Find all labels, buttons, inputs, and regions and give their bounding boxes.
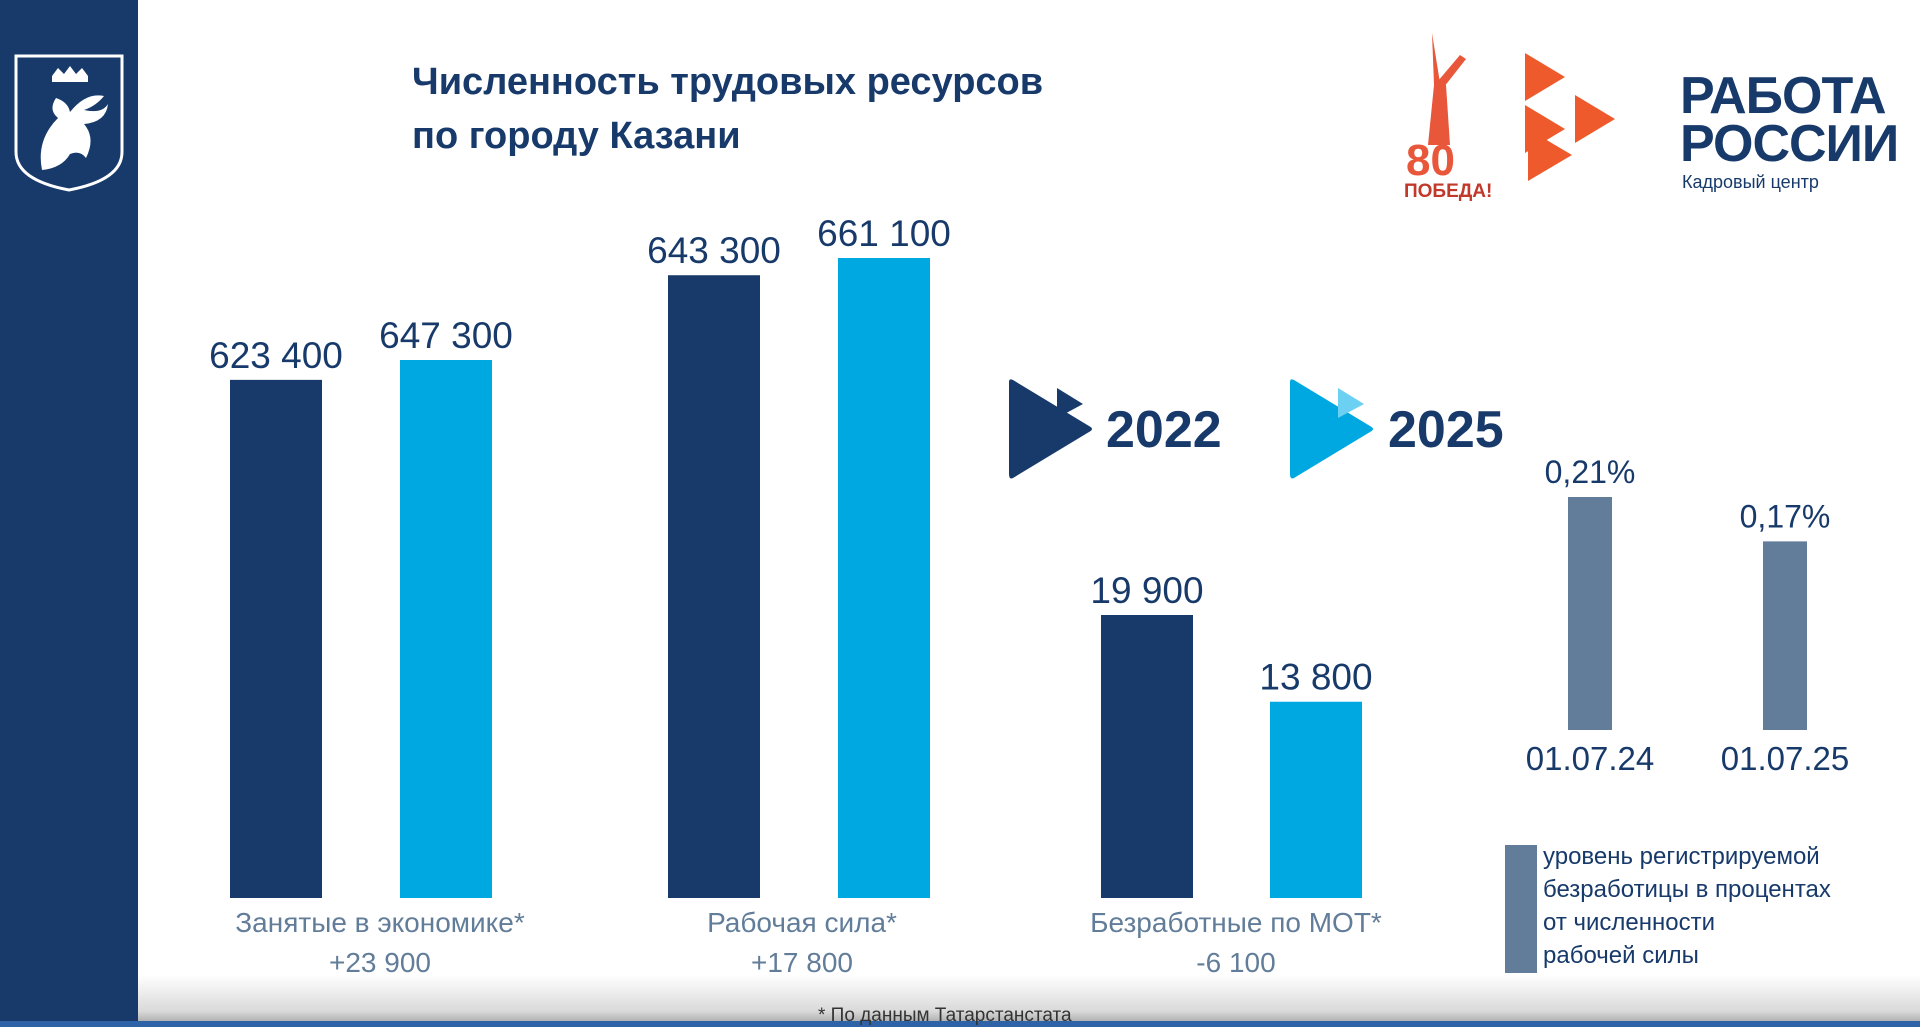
group-change-label: +23 900 [329, 947, 431, 978]
group-label: Безработные по МОТ* [1090, 907, 1382, 938]
legend-2022-icon [1009, 379, 1092, 479]
bar-value-label: 661 100 [817, 213, 951, 254]
title-line-2: по городу Казани [412, 115, 741, 157]
footer-strip [138, 975, 1920, 1027]
brand-name: РАБОТА РОССИИ [1680, 67, 1899, 173]
bar-value-label: 623 400 [209, 335, 343, 376]
bar-value-label: 647 300 [379, 315, 513, 356]
bar-value-label: 13 800 [1259, 657, 1372, 698]
title-line-1: Численность трудовых ресурсов [412, 61, 1044, 103]
group-label: Занятые в экономике* [235, 907, 525, 938]
bar-value-label: 19 900 [1090, 570, 1203, 611]
bar-value-label: 643 300 [647, 230, 781, 271]
bar-2-2022 [668, 275, 760, 898]
sidebar [0, 0, 138, 1027]
brand-line-2: РОССИИ [1680, 115, 1899, 173]
rate-category-label: 01.07.24 [1526, 740, 1654, 777]
victory-word: ПОБЕДА! [1404, 181, 1492, 202]
logos: 80 ПОБЕДА! [1404, 33, 1615, 202]
rate-legend-text: уровень регистрируемой безработицы в про… [1543, 840, 1903, 972]
kazan-crest-icon [14, 54, 124, 192]
victory-80-logo: 80 ПОБЕДА! [1404, 33, 1492, 202]
legend-2025-icon [1290, 379, 1373, 479]
rate-legend-line-3: от численности [1543, 909, 1715, 936]
footer-line [0, 1021, 1920, 1027]
brand-subtitle: Кадровый центр [1682, 172, 1819, 192]
page-title: Численность трудовых ресурсов по городу … [412, 55, 1172, 163]
rate-legend-swatch [1505, 845, 1537, 973]
group-change-label: -6 100 [1196, 947, 1275, 978]
legend-2025-label: 2025 [1388, 401, 1504, 459]
rate-bar [1568, 497, 1612, 730]
rate-value-label: 0,21% [1545, 454, 1636, 490]
rate-legend-line-2: безработицы в процентах [1543, 876, 1831, 903]
rate-bar [1763, 541, 1807, 730]
bar-3-2025 [1270, 701, 1362, 898]
rate-legend-line-1: уровень регистрируемой [1543, 843, 1820, 870]
bar-2-2025 [838, 258, 930, 898]
rate-legend-line-4: рабочей силы [1543, 942, 1699, 969]
bar-3-2022 [1101, 615, 1193, 898]
rate-value-label: 0,17% [1740, 498, 1831, 534]
rabota-rossii-logo-icon [1525, 53, 1615, 181]
victory-number: 80 [1406, 136, 1455, 185]
brand-line-1: РАБОТА [1680, 67, 1887, 125]
group-change-label: +17 800 [751, 947, 853, 978]
bar-1-2022 [230, 379, 322, 898]
footnote: * По данным Татарстанстата [818, 1005, 1072, 1026]
bar-1-2025 [400, 360, 492, 898]
group-label: Рабочая сила* [707, 907, 897, 938]
legend-2022-label: 2022 [1106, 401, 1222, 459]
rate-category-label: 01.07.25 [1721, 740, 1849, 777]
